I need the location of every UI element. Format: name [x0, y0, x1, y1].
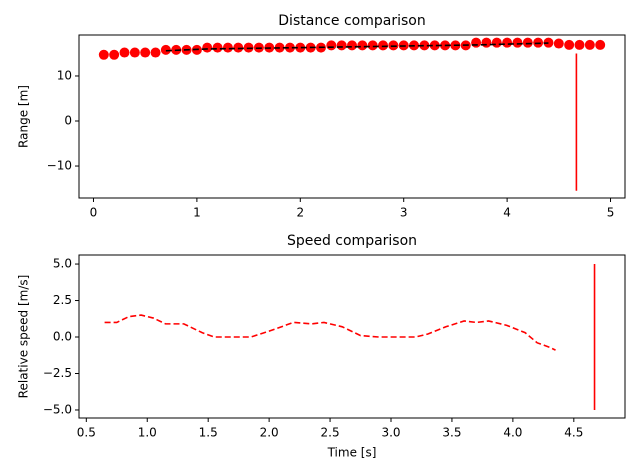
range-point: [295, 42, 306, 53]
x-tick-label: 1.5: [199, 426, 218, 440]
x-tick-label: 3: [400, 206, 408, 220]
x-tick-label: 2.0: [260, 426, 279, 440]
range-point: [119, 47, 130, 58]
x-tick-label: 1: [193, 206, 201, 220]
y-axis-label: Relative speed [m/s]: [17, 275, 31, 399]
range-point: [284, 42, 295, 53]
range-point: [574, 39, 585, 50]
range-point: [553, 38, 564, 49]
range-point: [233, 42, 244, 53]
range-point: [584, 39, 595, 50]
range-point: [150, 47, 161, 58]
range-point: [481, 37, 492, 48]
range-point: [378, 40, 389, 51]
range-point: [419, 40, 430, 51]
x-tick-label: 4: [503, 206, 511, 220]
x-tick-label: 0: [90, 206, 98, 220]
y-tick-label: 0.0: [53, 330, 72, 344]
y-tick-label: −10: [47, 159, 72, 173]
range-point: [109, 49, 120, 60]
x-tick-label: 0.5: [77, 426, 96, 440]
y-tick-label: 10: [57, 68, 72, 82]
x-tick-label: 3.0: [381, 426, 400, 440]
chart-title: Speed comparison: [287, 233, 417, 249]
x-tick-label: 2: [296, 206, 304, 220]
range-point: [336, 40, 347, 51]
axes-frame: [78, 34, 626, 199]
x-tick-label: 4.5: [564, 426, 583, 440]
y-tick-label: −2.5: [43, 366, 72, 380]
range-point: [160, 44, 171, 55]
range-point: [222, 42, 233, 53]
range-point: [502, 37, 513, 48]
x-tick-label: 1.0: [138, 426, 157, 440]
range-point: [140, 47, 151, 58]
x-tick-label: 3.5: [442, 426, 461, 440]
range-point: [543, 37, 554, 48]
y-axis-label: Range [m]: [17, 85, 31, 148]
range-point: [202, 42, 213, 53]
range-point: [471, 37, 482, 48]
x-tick-label: 5: [607, 206, 615, 220]
range-point: [129, 47, 140, 58]
axes-frame: [78, 254, 626, 419]
x-tick-label: 4.0: [503, 426, 522, 440]
x-axis-label: Time [s]: [327, 446, 377, 460]
y-tick-label: −5.0: [43, 402, 72, 416]
range-point: [326, 40, 337, 51]
y-tick-label: 2.5: [53, 293, 72, 307]
range-point: [367, 40, 378, 51]
range-point: [429, 40, 440, 51]
range-point: [357, 40, 368, 51]
range-point: [212, 42, 223, 53]
range-point: [595, 39, 606, 50]
range-point: [512, 37, 523, 48]
range-point: [522, 37, 533, 48]
chart-title: Distance comparison: [278, 13, 425, 29]
y-tick-label: 5.0: [53, 257, 72, 271]
x-tick-label: 2.5: [321, 426, 340, 440]
series-line: [104, 314, 556, 351]
range-point: [388, 40, 399, 51]
range-point: [564, 39, 575, 50]
range-point: [98, 49, 109, 60]
range-point: [491, 37, 502, 48]
series-line: [165, 42, 549, 52]
range-point: [347, 40, 357, 51]
y-tick-label: 0: [64, 114, 72, 128]
